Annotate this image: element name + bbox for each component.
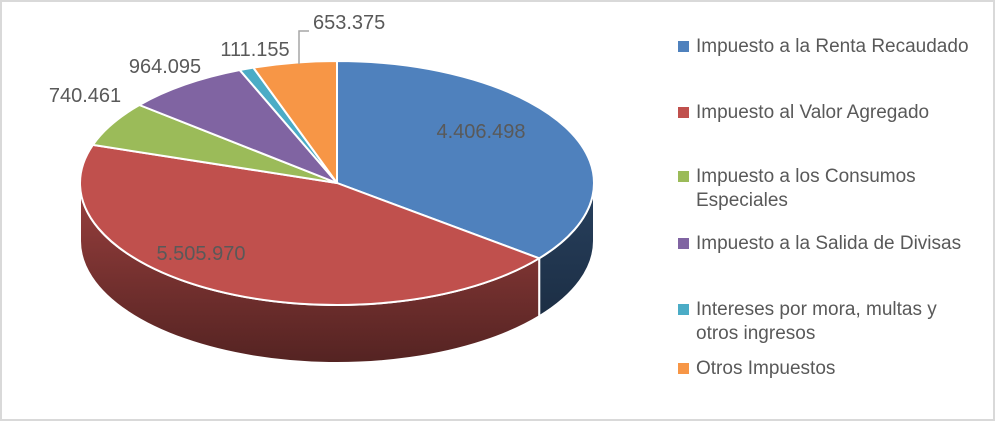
data-label-0: 4.406.498 [437, 121, 526, 143]
data-label-4: 111.155 [220, 39, 289, 61]
pie-slice-5 [252, 60, 338, 184]
data-label-3: 964.095 [129, 56, 201, 78]
pie-slice-0 [336, 60, 595, 260]
label-leader-line [298, 30, 309, 64]
pie-slice-3 [138, 69, 338, 184]
data-label-1: 5.505.970 [157, 243, 246, 265]
data-label-5: 653.375 [313, 12, 385, 34]
data-label-2: 740.461 [49, 85, 121, 107]
pie-slice-1 [79, 143, 541, 306]
